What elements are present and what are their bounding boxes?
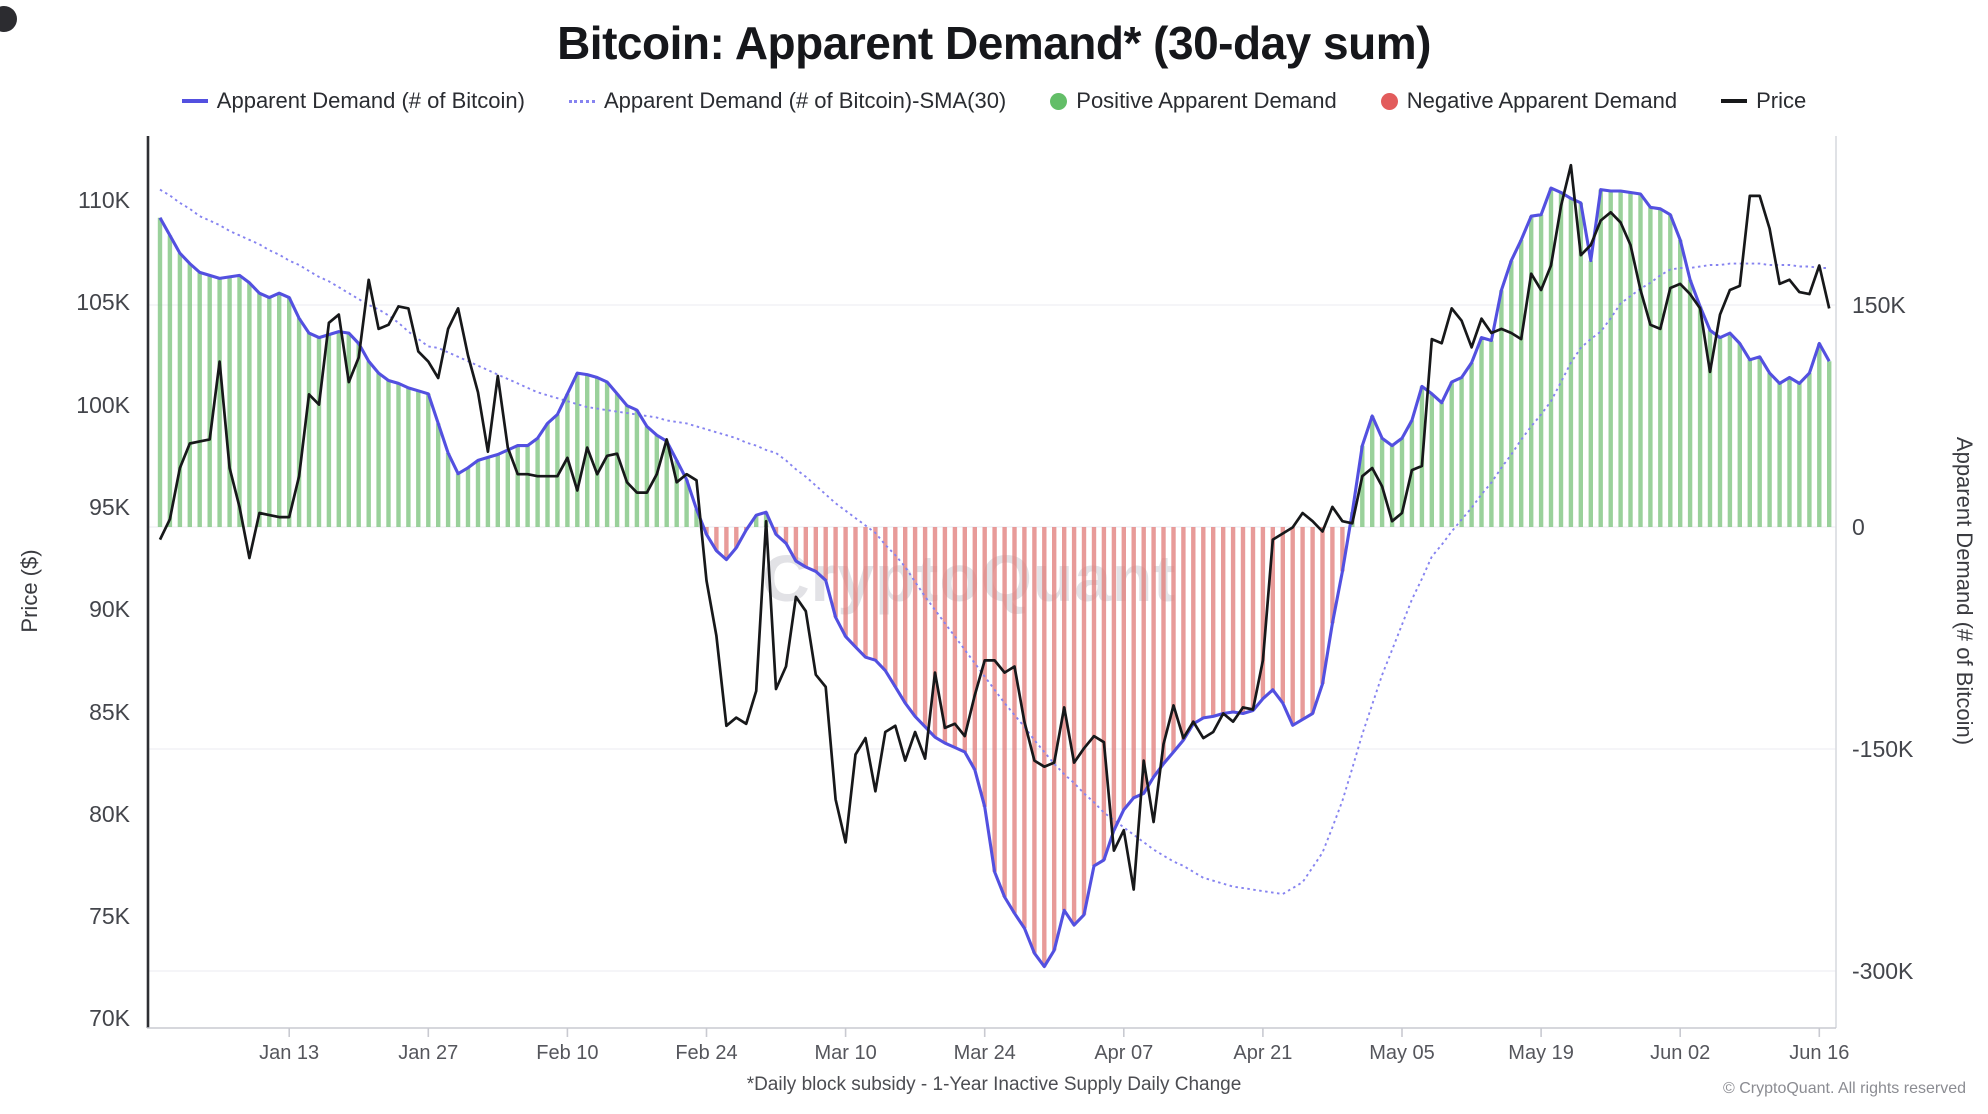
- price-line[interactable]: [158, 163, 1831, 891]
- apparent-demand-line[interactable]: [158, 186, 1831, 969]
- price-axis-tick-label: 80K: [89, 800, 130, 827]
- date-axis-tick-label: Feb 24: [675, 1042, 738, 1064]
- date-axis-tick-label: Jan 27: [398, 1042, 459, 1064]
- date-axis-tick-label: Feb 10: [536, 1042, 599, 1064]
- chart-legend: Apparent Demand (# of Bitcoin) Apparent …: [0, 88, 1988, 114]
- legend-label: Positive Apparent Demand: [1076, 88, 1337, 113]
- right-axis-title: Apparent Demand (# of Bitcoin): [1952, 436, 1977, 746]
- chart-footnote: *Daily block subsidy - 1-Year Inactive S…: [746, 1074, 1242, 1095]
- legend-item-apparent-demand[interactable]: Apparent Demand (# of Bitcoin): [181, 88, 525, 114]
- date-axis-tick-label: Jun 16: [1789, 1042, 1850, 1064]
- date-axis-tick-label: Mar 10: [814, 1042, 877, 1064]
- legend-label: Negative Apparent Demand: [1406, 88, 1678, 113]
- copyright-notice: © CryptoQuant. All rights reserved: [1723, 1080, 1966, 1097]
- date-axis-tick-label: May 05: [1369, 1042, 1435, 1064]
- legend-label: Apparent Demand (# of Bitcoin)-SMA(30): [603, 88, 1007, 113]
- legend-label: Price: [1756, 88, 1807, 113]
- cropped-logo-fragment: [0, 6, 17, 32]
- green-dot-swatch-icon: [1050, 92, 1068, 110]
- dashed-line-swatch-icon: [568, 99, 595, 103]
- price-axis-tick-label: 75K: [89, 903, 130, 930]
- blue-line-swatch-icon: [181, 99, 208, 103]
- left-axis-title: Price ($): [17, 549, 42, 633]
- price-axis-tick-label: 110K: [77, 187, 130, 213]
- demand-axis-tick-label: 0: [1852, 514, 1865, 540]
- legend-item-price[interactable]: Price: [1721, 88, 1806, 114]
- legend-item-negative-apparent-demand[interactable]: Negative Apparent Demand: [1380, 88, 1678, 114]
- chart-title: Bitcoin: Apparent Demand* (30-day sum): [557, 17, 1431, 69]
- price-axis-tick-label: 85K: [89, 698, 130, 725]
- legend-item-apparent-demand-sma30[interactable]: Apparent Demand (# of Bitcoin)-SMA(30): [568, 88, 1007, 114]
- date-axis-tick-label: Jun 02: [1650, 1042, 1711, 1064]
- legend-item-positive-apparent-demand[interactable]: Positive Apparent Demand: [1050, 88, 1337, 114]
- demand-axis-tick-label: 150K: [1852, 292, 1906, 318]
- price-axis-tick-label: 90K: [89, 596, 130, 623]
- demand-axis-tick-label: -150K: [1852, 736, 1914, 762]
- price-axis-tick-label: 105K: [76, 289, 130, 316]
- demand-axis-tick-label: -300K: [1852, 958, 1914, 984]
- sma30-line[interactable]: [159, 188, 1830, 895]
- date-axis-tick-label: Jan 13: [259, 1042, 320, 1064]
- price-axis-tick-label: 70K: [89, 1005, 130, 1032]
- legend-label: Apparent Demand (# of Bitcoin): [216, 88, 525, 113]
- red-dot-swatch-icon: [1380, 92, 1398, 110]
- date-axis-tick-label: Apr 07: [1094, 1042, 1154, 1064]
- date-axis-tick-label: May 19: [1508, 1042, 1574, 1064]
- date-axis-tick-label: Mar 24: [953, 1042, 1016, 1064]
- price-axis-tick-label: 100K: [76, 391, 130, 418]
- black-line-swatch-icon: [1721, 99, 1748, 103]
- price-axis-tick-label: 95K: [89, 493, 130, 520]
- date-axis-tick-label: Apr 21: [1233, 1042, 1293, 1064]
